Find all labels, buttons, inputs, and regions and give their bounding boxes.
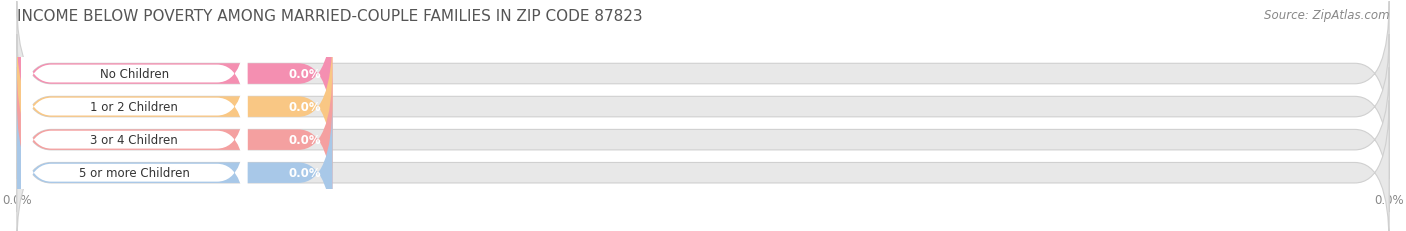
Text: 3 or 4 Children: 3 or 4 Children xyxy=(90,134,179,146)
Text: 0.0%: 0.0% xyxy=(288,134,322,146)
FancyBboxPatch shape xyxy=(21,44,247,171)
FancyBboxPatch shape xyxy=(17,2,1389,146)
Text: No Children: No Children xyxy=(100,68,169,81)
FancyBboxPatch shape xyxy=(21,76,247,204)
Text: 1 or 2 Children: 1 or 2 Children xyxy=(90,101,179,114)
Text: INCOME BELOW POVERTY AMONG MARRIED-COUPLE FAMILIES IN ZIP CODE 87823: INCOME BELOW POVERTY AMONG MARRIED-COUPL… xyxy=(17,9,643,24)
FancyBboxPatch shape xyxy=(17,35,1389,179)
Text: 5 or more Children: 5 or more Children xyxy=(79,167,190,179)
FancyBboxPatch shape xyxy=(17,101,1389,231)
FancyBboxPatch shape xyxy=(17,2,332,146)
FancyBboxPatch shape xyxy=(21,109,247,231)
Text: Source: ZipAtlas.com: Source: ZipAtlas.com xyxy=(1264,9,1389,22)
FancyBboxPatch shape xyxy=(17,68,332,212)
Text: 0.0%: 0.0% xyxy=(288,68,322,81)
FancyBboxPatch shape xyxy=(17,101,332,231)
Text: 0.0%: 0.0% xyxy=(288,167,322,179)
FancyBboxPatch shape xyxy=(17,68,1389,212)
FancyBboxPatch shape xyxy=(21,11,247,138)
Text: 0.0%: 0.0% xyxy=(288,101,322,114)
FancyBboxPatch shape xyxy=(17,35,332,179)
